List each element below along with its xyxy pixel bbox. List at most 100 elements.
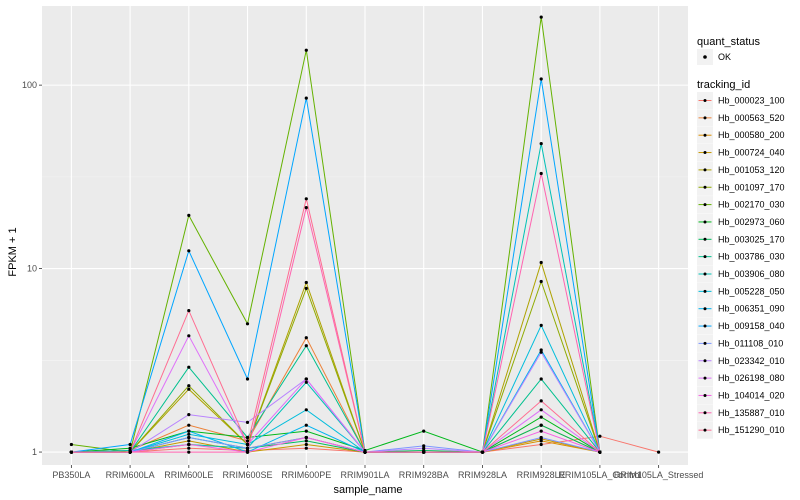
- data-point: [363, 450, 367, 454]
- color-legend-label: Hb_000580_200: [718, 130, 785, 140]
- color-legend-symbol: [703, 255, 707, 259]
- data-point: [245, 439, 250, 443]
- data-point: [304, 206, 308, 210]
- x-tick-label: RRIM600PE: [281, 470, 331, 480]
- data-point: [187, 439, 191, 443]
- data-point: [304, 280, 308, 285]
- series-line: [71, 78, 601, 453]
- data-point: [304, 380, 308, 384]
- color-legend-label: Hb_023342_010: [718, 356, 785, 366]
- color-legend-title: tracking_id: [697, 79, 750, 91]
- color-legend-label: Hb_000563_520: [718, 113, 785, 123]
- color-legend-symbol: [703, 99, 707, 102]
- x-tick-label: RRIM600SE: [223, 470, 273, 480]
- color-legend-symbol: [703, 116, 707, 120]
- data-point: [304, 435, 308, 440]
- data-point: [304, 197, 308, 201]
- x-tick-label: RRIM105LA_Control: [558, 470, 641, 480]
- color-legend-symbol: [703, 203, 707, 207]
- data-point: [187, 446, 191, 450]
- data-point: [598, 450, 602, 454]
- data-point: [245, 442, 250, 447]
- data-point: [304, 377, 308, 381]
- x-axis-title: sample_name: [333, 484, 402, 496]
- series-line: [71, 260, 601, 453]
- series-line: [71, 324, 601, 453]
- color-legend-label: Hb_009158_040: [718, 321, 785, 331]
- color-legend-symbol: [703, 237, 707, 241]
- data-point: [245, 322, 250, 326]
- data-point: [69, 442, 73, 447]
- data-point: [304, 286, 308, 290]
- data-point: [480, 450, 485, 454]
- data-point: [539, 408, 543, 412]
- data-point: [245, 450, 250, 454]
- legend: quant_status OK tracking_id Hb_000023_100 Hb…: [697, 36, 785, 439]
- data-point: [304, 446, 308, 450]
- data-point: [245, 377, 250, 381]
- data-point: [539, 435, 543, 440]
- x-tick-label: RRIM600LE: [164, 470, 213, 480]
- color-legend-symbol: [703, 133, 707, 137]
- data-point: [304, 336, 308, 340]
- data-point: [539, 423, 543, 427]
- data-point: [187, 435, 191, 440]
- color-legend-symbol: [703, 393, 707, 397]
- series-line: [71, 416, 601, 453]
- data-point: [187, 413, 191, 417]
- x-tick-label: RRIM901LA: [340, 470, 389, 480]
- color-legend-label: Hb_005228_050: [718, 286, 785, 296]
- color-legend-label: Hb_002973_060: [718, 217, 785, 227]
- color-legend-symbol: [703, 376, 707, 380]
- data-point: [245, 446, 250, 450]
- color-legend-symbol: [703, 341, 707, 345]
- series-line: [71, 430, 601, 453]
- data-point: [598, 434, 602, 438]
- shape-legend-symbol: [703, 55, 707, 59]
- data-point: [539, 399, 543, 403]
- series-line: [71, 438, 601, 453]
- y-axis: 1 10 100: [22, 80, 42, 457]
- x-tick-label: RRIM928LE: [517, 470, 566, 480]
- color-legend-symbol: [703, 168, 707, 172]
- data-point: [422, 444, 426, 448]
- data-point: [539, 415, 543, 419]
- series-line: [71, 173, 601, 453]
- x-tick-label: PB350LA: [52, 470, 90, 480]
- color-legend-label: Hb_006351_090: [718, 304, 785, 314]
- y-tick-label: 10: [27, 264, 37, 274]
- data-point: [657, 450, 661, 454]
- y-axis-title: FPKM + 1: [7, 227, 19, 276]
- data-point: [422, 450, 426, 454]
- x-tick-label: RRIM105LA_Stressed: [614, 470, 704, 480]
- series: [71, 17, 659, 453]
- data-point: [187, 365, 191, 369]
- x-axis: PB350LA RRIM600LA RRIM600LE RRIM600SE RRIM60…: [52, 465, 703, 480]
- data-point: [69, 450, 73, 454]
- series-line: [71, 348, 601, 453]
- x-tick-label: RRIM928LA: [458, 470, 507, 480]
- shape-legend-title: quant_status: [697, 36, 760, 48]
- data-point: [539, 260, 543, 265]
- data-point: [539, 377, 543, 381]
- shape-legend-label: OK: [718, 52, 731, 62]
- series-line: [71, 143, 601, 453]
- data-point: [539, 171, 543, 176]
- data-point: [539, 348, 543, 352]
- data-point: [128, 442, 132, 447]
- color-legend-label: Hb_001097_170: [718, 182, 785, 192]
- color-legend-symbol: [703, 220, 707, 224]
- data-point: [539, 15, 543, 19]
- color-legend-label: Hb_000724_040: [718, 148, 785, 158]
- x-tick-label: RRIM600LA: [106, 470, 155, 480]
- data-point: [539, 77, 543, 81]
- data-point: [245, 435, 250, 440]
- data-point: [539, 442, 543, 447]
- color-legend-label: Hb_003025_170: [718, 234, 785, 244]
- data-point: [187, 334, 191, 338]
- data-point: [304, 429, 308, 433]
- series-line: [71, 334, 601, 453]
- data-point: [187, 423, 191, 427]
- color-legend-label: Hb_003786_030: [718, 252, 785, 262]
